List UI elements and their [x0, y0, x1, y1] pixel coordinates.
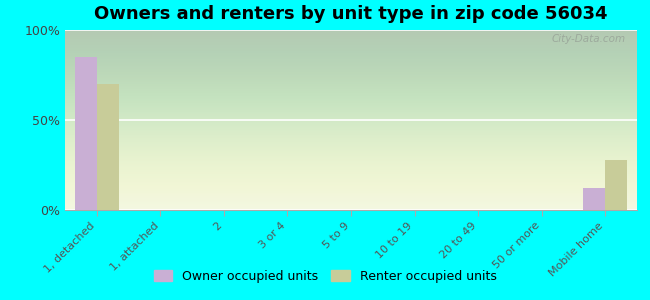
Bar: [583, 188, 605, 210]
Legend: Owner occupied units, Renter occupied units: Owner occupied units, Renter occupied un…: [148, 265, 502, 288]
Bar: [75, 57, 97, 210]
Bar: [97, 84, 119, 210]
Title: Owners and renters by unit type in zip code 56034: Owners and renters by unit type in zip c…: [94, 5, 608, 23]
Bar: [605, 160, 627, 210]
Text: City-Data.com: City-Data.com: [551, 34, 625, 44]
